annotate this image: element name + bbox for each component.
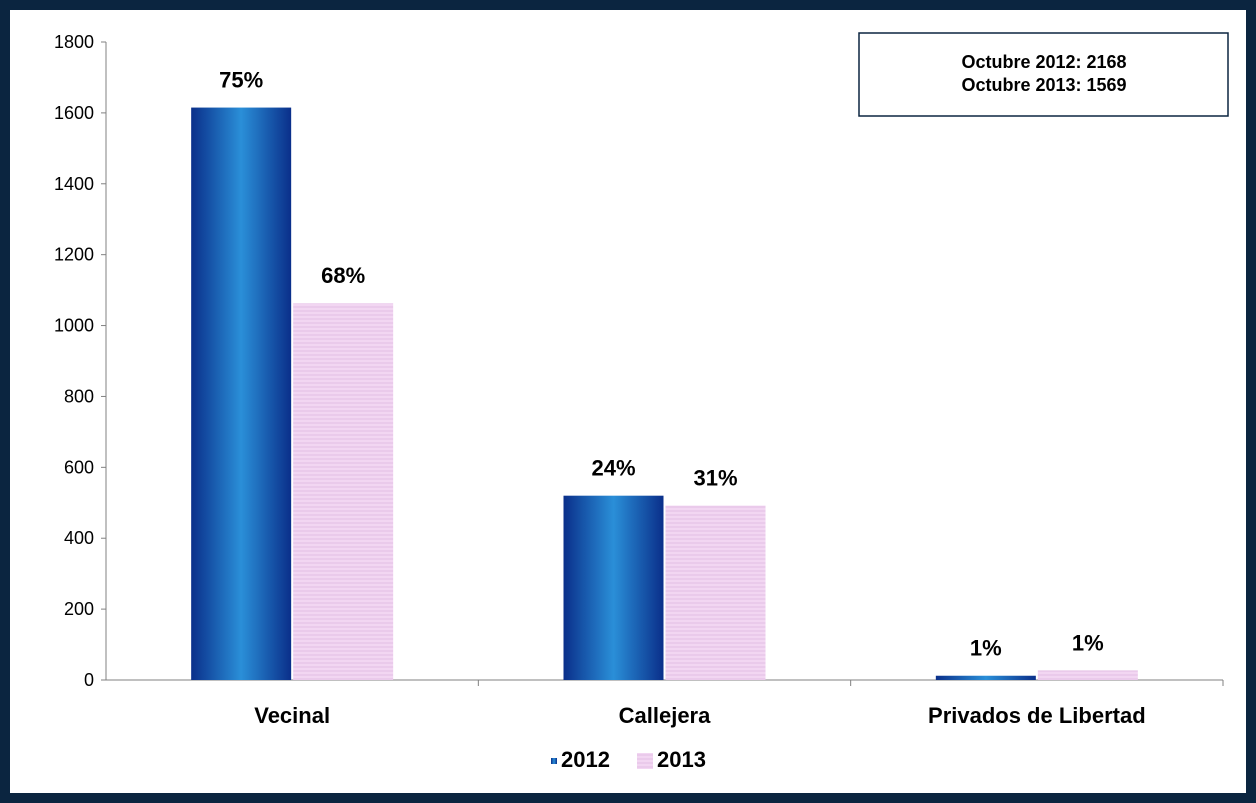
annotation-line-2012: Octubre 2012: 2168 — [961, 52, 1126, 72]
y-tick-label: 1800 — [54, 32, 94, 52]
x-tick-label: Vecinal — [254, 703, 330, 728]
y-tick-label: 800 — [64, 386, 94, 406]
y-axis: 0 200 400 600 800 1000 1200 1400 1600 1800 — [54, 32, 107, 690]
legend: 2012 2013 — [551, 747, 706, 772]
data-label: 68% — [321, 263, 365, 288]
data-label: 1% — [970, 636, 1002, 661]
data-label: 24% — [591, 456, 635, 481]
x-axis: Vecinal Callejera Privados de Libertad — [106, 679, 1224, 728]
data-label: 31% — [693, 466, 737, 491]
y-tick-label: 200 — [64, 599, 94, 619]
y-tick-label: 600 — [64, 457, 94, 477]
legend-label: 2013 — [657, 747, 706, 772]
data-labels: 75% 68% 24% 31% 1% 1% — [219, 68, 1104, 661]
bar-2013-2 — [1037, 670, 1138, 680]
annotation-box: Octubre 2012: 2168 Octubre 2013: 1569 — [858, 32, 1229, 117]
annotation-line-2013: Octubre 2013: 1569 — [961, 75, 1126, 95]
y-tick-label: 0 — [84, 670, 94, 690]
y-tick-label: 400 — [64, 528, 94, 548]
y-tick-label: 1600 — [54, 103, 94, 123]
bars — [191, 107, 1138, 681]
bar-2013-1 — [665, 505, 766, 680]
bar-2013-0 — [293, 303, 394, 680]
chart-frame: 0 200 400 600 800 1000 1200 1400 1600 1800 Vecina… — [10, 10, 1246, 793]
y-tick-label: 1000 — [54, 316, 94, 336]
legend-swatch-2012 — [551, 758, 557, 764]
y-tick-label: 1200 — [54, 245, 94, 265]
legend-swatch-2013 — [637, 753, 653, 769]
x-tick-label: Callejera — [619, 703, 711, 728]
bar-2012-1 — [563, 495, 664, 680]
bar-2012-2 — [935, 675, 1036, 680]
legend-label: 2012 — [561, 747, 610, 772]
bar-2012-0 — [191, 107, 292, 681]
x-tick-label: Privados de Libertad — [928, 703, 1146, 728]
data-label: 1% — [1072, 630, 1104, 655]
data-label: 75% — [219, 68, 263, 93]
bar-chart: 0 200 400 600 800 1000 1200 1400 1600 1800 Vecina… — [54, 32, 1229, 772]
y-tick-label: 1400 — [54, 174, 94, 194]
